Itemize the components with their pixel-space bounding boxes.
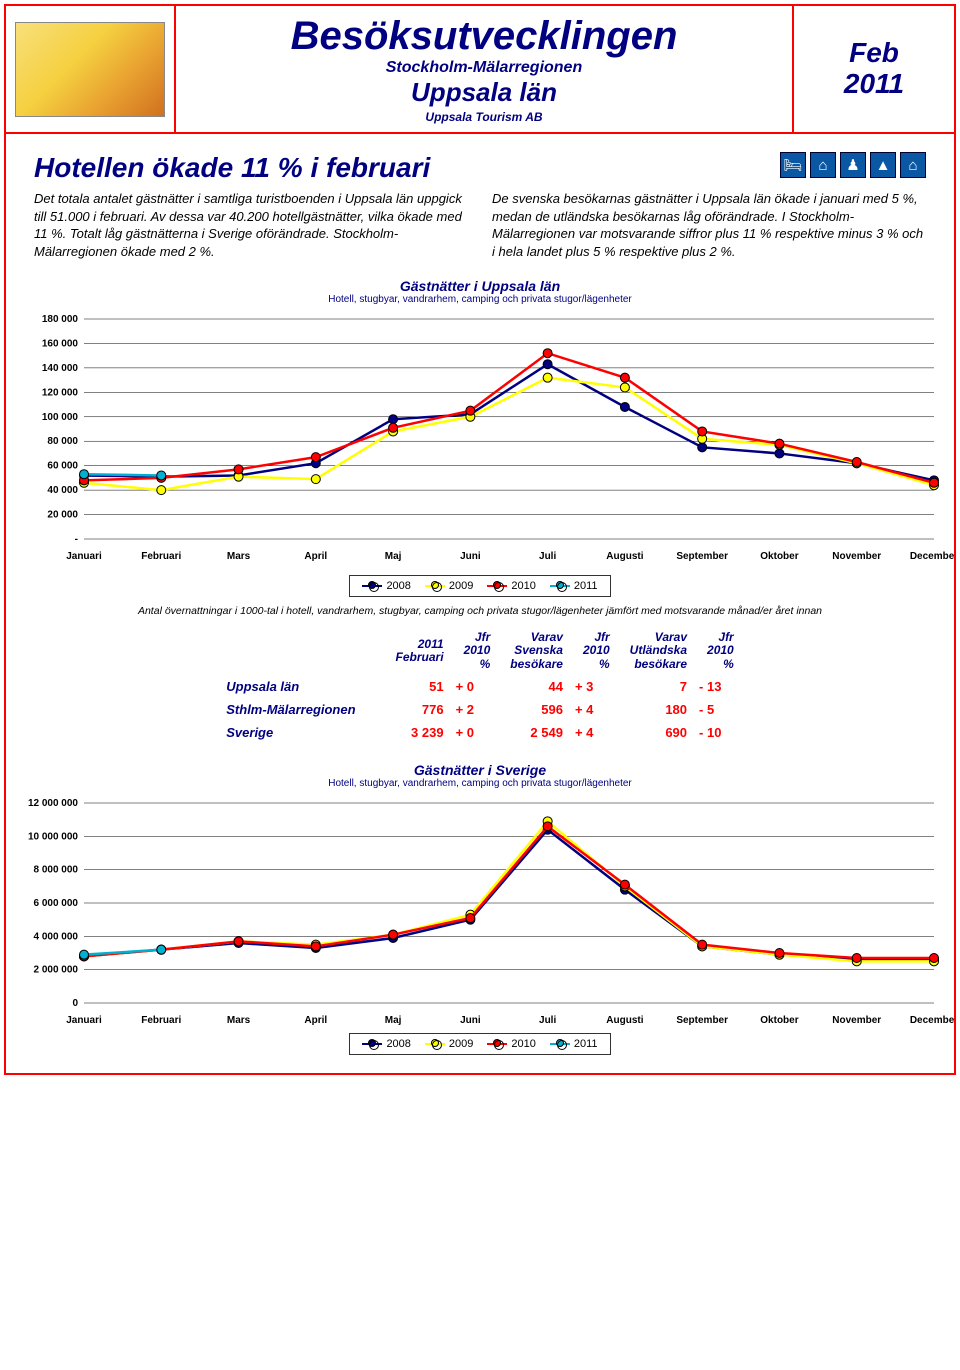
svg-text:September: September: [676, 1015, 728, 1026]
content: Hotellen ökade 11 % i februari 🛏 ⌂ ♟ ▲ ⌂…: [6, 134, 954, 1073]
svg-text:Juni: Juni: [460, 551, 481, 562]
svg-text:Januari: Januari: [66, 551, 102, 562]
hostel-icon: ♟: [840, 152, 866, 178]
svg-text:12 000 000: 12 000 000: [28, 798, 78, 809]
intro-right: De svenska besökarnas gästnätter i Uppsa…: [492, 190, 926, 260]
chart1-note: Antal övernattningar i 1000-tal i hotell…: [34, 605, 926, 617]
svg-text:20 000: 20 000: [47, 510, 78, 521]
svg-text:Februari: Februari: [141, 551, 181, 562]
legend-item: 2009: [425, 580, 473, 592]
svg-text:April: April: [304, 1015, 327, 1026]
legend-item: 2010: [487, 1038, 535, 1050]
svg-text:180 000: 180 000: [42, 314, 79, 325]
legend-item: 2009: [425, 1038, 473, 1050]
svg-text:8 000 000: 8 000 000: [34, 864, 79, 875]
headline: Hotellen ökade 11 % i februari: [34, 152, 780, 184]
svg-text:April: April: [304, 551, 327, 562]
issue-month: Feb: [810, 38, 938, 69]
svg-text:0: 0: [72, 998, 78, 1009]
intro-columns: Det totala antalet gästnätter i samtliga…: [34, 190, 926, 260]
chart2-legend: 2008 2009 2010 2011: [349, 1033, 610, 1055]
svg-text:December: December: [910, 551, 954, 562]
page-frame: Besöksutvecklingen Stockholm-Mälarregion…: [4, 4, 956, 1075]
svg-text:4 000 000: 4 000 000: [34, 931, 79, 942]
svg-text:Maj: Maj: [385, 551, 402, 562]
accommodation-icons: 🛏 ⌂ ♟ ▲ ⌂: [780, 152, 926, 178]
header-map-cell: [6, 6, 176, 132]
svg-text:Juli: Juli: [539, 1015, 556, 1026]
svg-text:November: November: [832, 551, 881, 562]
svg-text:Juli: Juli: [539, 551, 556, 562]
svg-text:Juni: Juni: [460, 1015, 481, 1026]
header-date-cell: Feb 2011: [794, 6, 954, 132]
svg-text:Mars: Mars: [227, 551, 251, 562]
svg-text:40 000: 40 000: [47, 485, 78, 496]
camping-icon: ▲: [870, 152, 896, 178]
subtitle-county: Uppsala län: [192, 77, 776, 108]
svg-text:2 000 000: 2 000 000: [34, 964, 79, 975]
legend-item: 2010: [487, 580, 535, 592]
svg-text:November: November: [832, 1015, 881, 1026]
legend-item: 2011: [550, 1038, 598, 1050]
chart1-subtitle: Hotell, stugbyar, vandrarhem, camping oc…: [34, 294, 926, 305]
chart1-legend: 2008 2009 2010 2011: [349, 575, 610, 597]
main-title: Besöksutvecklingen: [192, 14, 776, 59]
svg-text:80 000: 80 000: [47, 436, 78, 447]
svg-text:Februari: Februari: [141, 1015, 181, 1026]
comparison-table: 2011FebruariJfr2010%VaravSvenskabesökare…: [216, 627, 743, 744]
private-icon: ⌂: [900, 152, 926, 178]
svg-text:Mars: Mars: [227, 1015, 251, 1026]
svg-text:Oktober: Oktober: [760, 551, 798, 562]
svg-text:September: September: [676, 551, 728, 562]
svg-text:140 000: 140 000: [42, 363, 79, 374]
legend-item: 2008: [362, 1038, 410, 1050]
svg-text:Augusti: Augusti: [606, 1015, 643, 1026]
subtitle-org: Uppsala Tourism AB: [192, 110, 776, 124]
svg-text:120 000: 120 000: [42, 388, 79, 399]
svg-text:Januari: Januari: [66, 1015, 102, 1026]
subtitle-region: Stockholm-Mälarregionen: [192, 59, 776, 77]
svg-text:10 000 000: 10 000 000: [28, 831, 78, 842]
svg-text:6 000 000: 6 000 000: [34, 898, 79, 909]
svg-text:December: December: [910, 1015, 954, 1026]
header-title-cell: Besöksutvecklingen Stockholm-Mälarregion…: [176, 6, 794, 132]
header: Besöksutvecklingen Stockholm-Mälarregion…: [6, 6, 954, 134]
chart2-title: Gästnätter i Sverige: [34, 762, 926, 778]
cabin-icon: ⌂: [810, 152, 836, 178]
intro-left: Det totala antalet gästnätter i samtliga…: [34, 190, 468, 260]
svg-text:Maj: Maj: [385, 1015, 402, 1026]
legend-item: 2008: [362, 580, 410, 592]
region-map: [15, 22, 165, 117]
chart1-title: Gästnätter i Uppsala län: [34, 278, 926, 294]
svg-text:-: -: [75, 534, 78, 545]
svg-text:100 000: 100 000: [42, 412, 79, 423]
svg-text:Augusti: Augusti: [606, 551, 643, 562]
svg-text:Oktober: Oktober: [760, 1015, 798, 1026]
svg-text:60 000: 60 000: [47, 461, 78, 472]
legend-item: 2011: [550, 580, 598, 592]
issue-year: 2011: [810, 69, 938, 100]
chart2: 0 2 000 000 4 000 000 6 000 000 8 000 000 10 …: [14, 793, 946, 1033]
chart1: - 20 000 40 000 60 000 80 000 100 000 120 000 1…: [14, 309, 946, 569]
svg-text:160 000: 160 000: [42, 339, 79, 350]
chart2-subtitle: Hotell, stugbyar, vandrarhem, camping oc…: [34, 778, 926, 789]
hotel-icon: 🛏: [780, 152, 806, 178]
